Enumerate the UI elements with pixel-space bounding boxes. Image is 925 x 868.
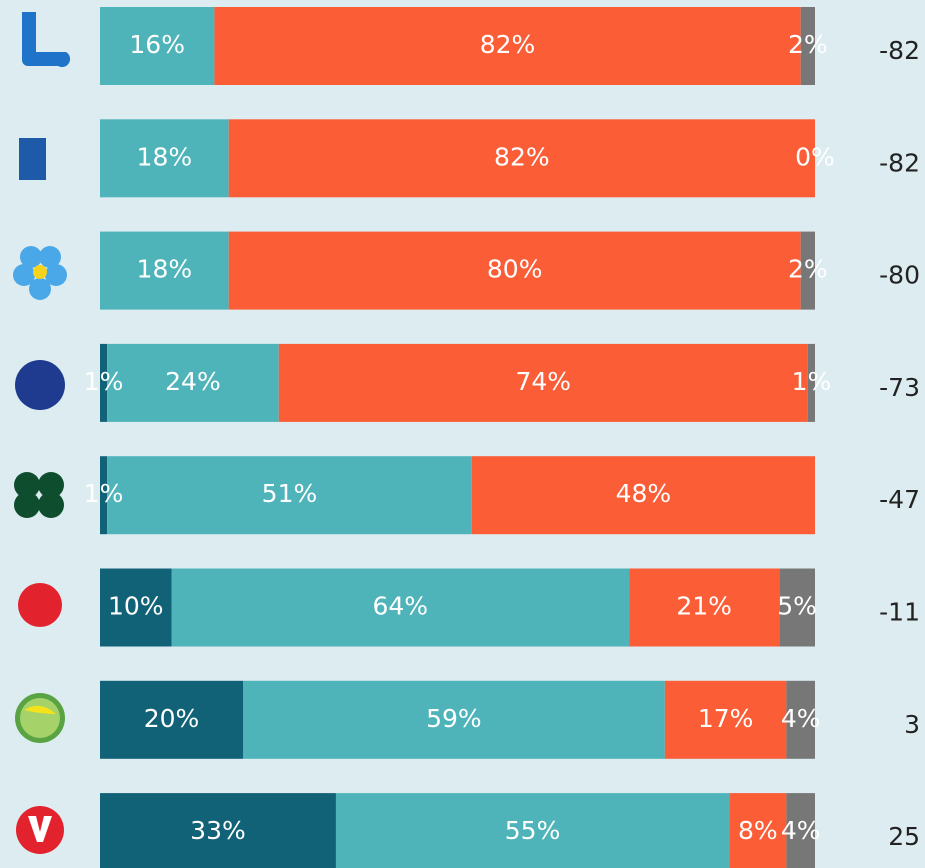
net-label: 3 (904, 710, 920, 739)
bar-segment (786, 793, 815, 868)
net-label: -82 (879, 148, 920, 177)
value-label: 48% (616, 479, 672, 508)
logo-sd (13, 246, 67, 300)
value-label: 55% (505, 816, 561, 845)
net-label: 25 (888, 822, 920, 851)
bar-segment (228, 231, 801, 310)
logo-m (15, 360, 65, 410)
value-label: 80% (487, 255, 543, 284)
bar-segment (335, 793, 730, 868)
value-label: 18% (137, 142, 193, 171)
bar-segment (807, 343, 815, 422)
bar-segment (786, 680, 815, 759)
bar-segment (243, 680, 665, 759)
bar-segment (779, 568, 815, 647)
bar-segment (100, 456, 108, 535)
logo-kd (19, 138, 46, 180)
bar-segment (729, 793, 787, 868)
net-label: -80 (879, 261, 920, 290)
value-label: 8% (738, 816, 778, 845)
net-label: -82 (879, 36, 920, 65)
bar-segment (664, 680, 787, 759)
logo-s (18, 583, 62, 627)
value-label: 24% (165, 367, 221, 396)
value-label: 4% (781, 816, 821, 845)
bar-segment (214, 7, 801, 85)
value-label: 1% (84, 479, 124, 508)
bar-segment (171, 568, 630, 647)
value-label: 82% (494, 142, 550, 171)
value-label: 4% (781, 704, 821, 733)
bar-segment (471, 456, 815, 535)
value-label: 82% (480, 30, 536, 59)
logo-c (14, 472, 64, 518)
value-label: 20% (144, 704, 200, 733)
party-logos (13, 12, 71, 854)
net-label: -11 (879, 598, 920, 627)
bar-segment (100, 231, 229, 310)
bar-segment (800, 7, 815, 85)
value-label: 5% (777, 592, 817, 621)
value-label: 1% (84, 367, 124, 396)
bar-segment (100, 568, 172, 647)
logo-l (22, 12, 71, 68)
bar-segment (100, 119, 229, 198)
bar-segment (100, 793, 336, 868)
value-label: 17% (698, 704, 754, 733)
value-label: 18% (137, 255, 193, 284)
bar-segment (800, 231, 815, 310)
value-label: 16% (129, 30, 185, 59)
bar-segment (107, 456, 472, 535)
bar-segment (100, 7, 215, 85)
bar-segment (107, 343, 279, 422)
value-label: 64% (373, 592, 429, 621)
bar-segment (100, 680, 243, 759)
value-label: 2% (788, 30, 828, 59)
value-label: 59% (426, 704, 482, 733)
logo-mp (15, 693, 65, 743)
value-label: 51% (262, 479, 318, 508)
value-label: 0% (795, 142, 835, 171)
value-label: 2% (788, 255, 828, 284)
net-label: -73 (879, 373, 920, 402)
value-label: 10% (108, 592, 164, 621)
value-label: 74% (516, 367, 572, 396)
bar-segment (100, 343, 108, 422)
logo-v (16, 806, 64, 854)
bar-segment (278, 343, 808, 422)
net-label: -47 (879, 485, 920, 514)
value-label: 33% (190, 816, 246, 845)
value-label: 21% (676, 592, 732, 621)
bar-segment (228, 119, 815, 198)
bar-segment (629, 568, 780, 647)
value-label: 1% (792, 367, 832, 396)
